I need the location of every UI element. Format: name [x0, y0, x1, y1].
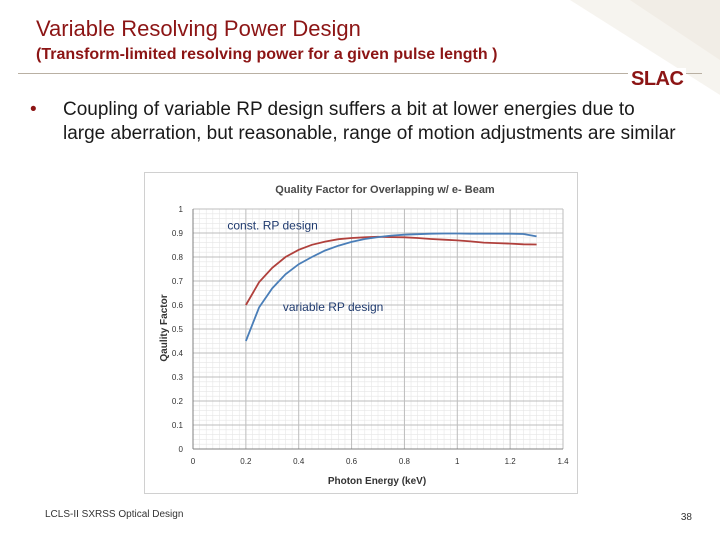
y-axis-label: Qaulity Factor — [159, 294, 170, 361]
annotation-const-rp: const. RP design — [227, 218, 318, 232]
x-tick-label: 1 — [455, 457, 460, 466]
y-tick-label: 0.1 — [172, 421, 184, 430]
y-tick-label: 0.6 — [172, 301, 184, 310]
y-tick-label: 0.7 — [172, 277, 184, 286]
x-tick-label: 1.4 — [557, 457, 569, 466]
bullet-text: Coupling of variable RP design suffers a… — [63, 99, 676, 144]
x-tick-label: 0.2 — [240, 457, 252, 466]
bullet-item: • Coupling of variable RP design suffers… — [30, 98, 680, 146]
series-const-rp-line — [245, 235, 537, 306]
y-tick-label: 0 — [179, 445, 184, 454]
y-tick-label: 0.5 — [172, 325, 184, 334]
series-variable-rp-line — [245, 232, 537, 342]
footer-text: LCLS-II SXRSS Optical Design — [45, 509, 184, 520]
y-tick-label: 0.9 — [172, 229, 184, 238]
slide-subtitle: (Transform-limited resolving power for a… — [36, 46, 498, 63]
chart-container: Quality Factor for Overlapping w/ e- Bea… — [144, 172, 578, 494]
title-divider — [18, 73, 702, 74]
bullet-marker: • — [30, 99, 37, 120]
y-tick-label: 0.8 — [172, 253, 184, 262]
y-tick-label: 0.2 — [172, 397, 184, 406]
y-tick-label: 0.3 — [172, 373, 184, 382]
annotation-variable-rp: variable RP design — [283, 300, 384, 314]
slide-title: Variable Resolving Power Design — [36, 16, 361, 41]
quality-factor-chart: Quality Factor for Overlapping w/ e- Bea… — [159, 184, 569, 487]
x-tick-label: 0.6 — [346, 457, 358, 466]
x-tick-label: 0 — [191, 457, 196, 466]
x-tick-label: 0.8 — [399, 457, 411, 466]
x-axis-label: Photon Energy (keV) — [328, 476, 426, 487]
page-number: 38 — [680, 512, 692, 523]
chart-title: Quality Factor for Overlapping w/ e- Bea… — [275, 184, 495, 196]
slac-logo: SLAC — [628, 68, 687, 91]
x-tick-label: 0.4 — [293, 457, 305, 466]
y-tick-label: 1 — [179, 205, 184, 214]
y-tick-label: 0.4 — [172, 349, 184, 358]
x-tick-label: 1.2 — [505, 457, 517, 466]
